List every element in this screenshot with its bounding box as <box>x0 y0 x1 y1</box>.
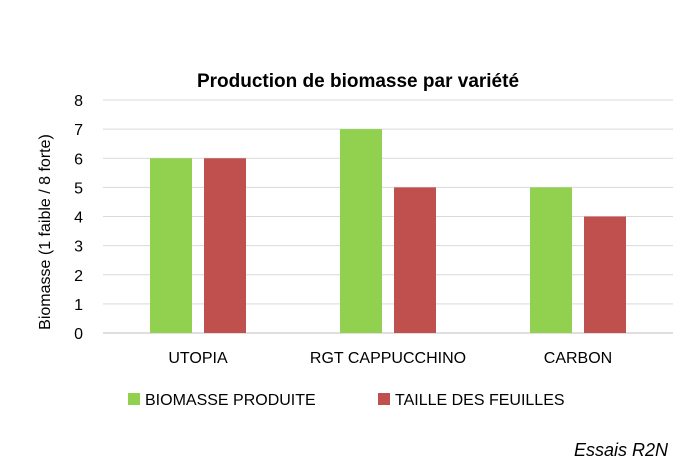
y-tick-label: 5 <box>74 180 83 197</box>
bar <box>394 187 436 333</box>
y-tick-label: 8 <box>74 93 83 110</box>
y-tick-label: 2 <box>74 268 83 285</box>
legend-swatch <box>378 393 390 405</box>
chart-title: Production de biomasse par variété <box>197 71 519 92</box>
y-tick-label: 7 <box>74 122 83 139</box>
y-tick-label: 1 <box>74 297 83 314</box>
x-tick-label: RGT CAPPUCCHINO <box>310 350 466 367</box>
bar <box>584 216 626 333</box>
bar <box>530 187 572 333</box>
x-tick-label: UTOPIA <box>168 350 228 367</box>
y-tick-label: 4 <box>74 210 83 227</box>
legend-swatch <box>128 393 140 405</box>
x-tick-label: CARBON <box>544 350 612 367</box>
y-tick-label: 3 <box>74 239 83 256</box>
y-tick-label: 0 <box>74 326 83 343</box>
y-tick-label: 6 <box>74 151 83 168</box>
legend-label: BIOMASSE PRODUITE <box>145 392 316 409</box>
bar <box>204 158 246 333</box>
y-axis-label: Biomasse (1 faible / 8 forte) <box>37 134 54 330</box>
bar <box>150 158 192 333</box>
source-note: Essais R2N <box>574 440 669 460</box>
legend-label: TAILLE DES FEUILLES <box>395 392 565 409</box>
bar <box>340 129 382 333</box>
